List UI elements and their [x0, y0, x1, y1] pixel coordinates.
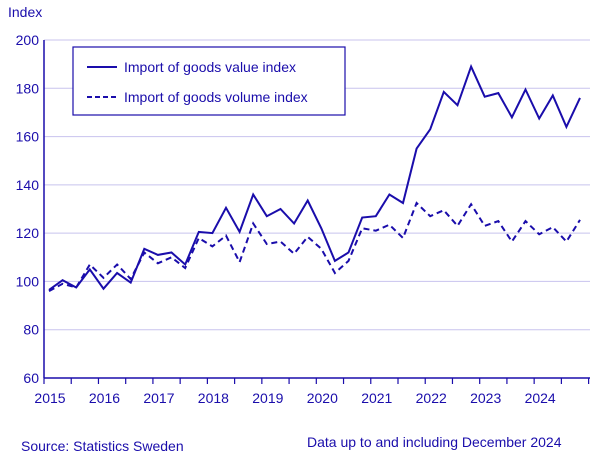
source-note: Source: Statistics Sweden [21, 438, 184, 454]
legend: Import of goods value index Import of go… [72, 46, 346, 116]
y-tick-label: 140 [16, 177, 40, 193]
y-tick-label: 120 [16, 225, 40, 241]
x-tick-label: 2021 [361, 390, 392, 406]
y-tick-label: 200 [16, 32, 40, 48]
legend-box [72, 46, 346, 116]
x-tick-label: 2024 [525, 390, 556, 406]
legend-label-volume: Import of goods volume index [124, 89, 308, 105]
series-line-value-index [48, 63, 581, 291]
x-tick-label: 2020 [307, 390, 338, 406]
footnote: Data up to and including December 2024 [307, 434, 562, 450]
y-tick-label: 160 [16, 129, 40, 145]
x-tick-label: 2023 [470, 390, 501, 406]
y-tick-label: 100 [16, 273, 40, 289]
x-tick-label: 2022 [416, 390, 447, 406]
x-tick-label: 2017 [143, 390, 174, 406]
x-tick-label: 2015 [34, 390, 65, 406]
y-tick-label: 80 [23, 322, 39, 338]
x-tick-label: 2018 [198, 390, 229, 406]
x-tick-label: 2016 [89, 390, 120, 406]
x-tick-label: 2019 [252, 390, 283, 406]
y-tick-label: 60 [23, 370, 39, 386]
legend-label-value: Import of goods value index [124, 59, 296, 75]
line-chart: Index 60 80 100 120 140 160 180 200 2015 2016 2017… [8, 4, 590, 406]
y-tick-label: 180 [16, 80, 40, 96]
y-axis-label: Index [8, 4, 42, 20]
